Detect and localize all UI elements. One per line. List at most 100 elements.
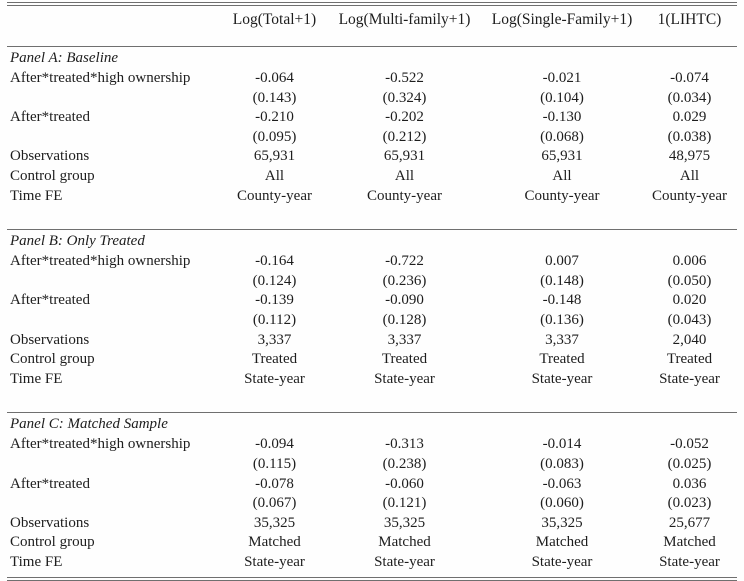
- row-label: Observations: [10, 514, 90, 531]
- cell-value: (0.025): [667, 455, 712, 472]
- cell-value: (0.038): [667, 128, 712, 145]
- cell-value: 3,337: [257, 331, 292, 348]
- cell-value: 65,931: [383, 148, 426, 165]
- table-row: After*treated*high ownership -0.094 -0.313…: [7, 435, 737, 455]
- cell-value: State-year: [659, 553, 720, 570]
- cell-value: Matched: [535, 534, 589, 551]
- cell-value: All: [394, 167, 415, 184]
- row-label: After*treated*high ownership: [10, 70, 191, 86]
- row-label: Control group: [10, 167, 95, 184]
- cell-value: (0.112): [252, 311, 297, 328]
- cell-value: (0.095): [252, 128, 297, 145]
- cell-value: (0.104): [540, 89, 584, 106]
- panel-heading-row: Panel A: Baseline: [7, 47, 737, 70]
- cell-value: -0.139: [255, 292, 294, 309]
- cell-value: State-year: [531, 370, 593, 387]
- cell-value: -0.063: [542, 475, 582, 492]
- table-row: After*treated*high ownership -0.164 -0.722…: [7, 252, 737, 272]
- table-row: Time FE State-year State-year State-year Sta…: [7, 370, 737, 413]
- cell-value: 0.029: [672, 109, 707, 126]
- table-row: Time FE County-year County-year County-year…: [7, 187, 737, 230]
- cell-value: -0.064: [255, 70, 294, 86]
- cell-value: -0.021: [542, 70, 582, 86]
- table-row: Control group Matched Matched Matched Matche…: [7, 533, 737, 553]
- cell-value: -0.164: [255, 253, 294, 270]
- cell-value: (0.128): [382, 311, 427, 328]
- row-label: [7, 311, 222, 331]
- cell-value: State-year: [531, 553, 593, 570]
- panel-c: Panel C: Matched Sample After*treated*hig…: [7, 412, 737, 580]
- cell-value: (0.067): [252, 495, 297, 512]
- cell-value: -0.210: [255, 109, 294, 126]
- row-label: [7, 494, 222, 514]
- table-row: Control group All All All All: [7, 167, 737, 187]
- cell-value: 65,931: [541, 148, 583, 165]
- cell-value: (0.068): [540, 128, 584, 145]
- cell-value: 0.020: [672, 292, 707, 309]
- regression-table: Log(Total+1) Log(Multi-family+1) Log(Sin…: [7, 2, 737, 581]
- cell-value: All: [679, 167, 700, 184]
- panel-title: Panel A: Baseline: [10, 50, 119, 66]
- cell-value: 35,325: [253, 514, 296, 531]
- cell-value: (0.083): [540, 455, 584, 472]
- cell-value: (0.324): [382, 89, 427, 106]
- cell-value: (0.023): [667, 495, 712, 512]
- cell-value: 0.006: [672, 253, 707, 270]
- row-label: Control group: [10, 534, 95, 551]
- row-label: [7, 89, 222, 109]
- cell-value: Matched: [248, 534, 301, 551]
- cell-value: (0.121): [382, 495, 427, 512]
- cell-value: Treated: [666, 351, 713, 368]
- column-header-log-multi-family: Log(Multi-family+1): [338, 11, 471, 28]
- cell-value: (0.148): [540, 272, 584, 289]
- row-label: After*treated*high ownership: [10, 253, 191, 270]
- row-label: Time FE: [10, 187, 63, 204]
- row-label: Time FE: [10, 553, 63, 570]
- header-corner-cell: [7, 4, 222, 47]
- cell-value: County-year: [524, 187, 600, 204]
- cell-value: 3,337: [387, 331, 422, 348]
- cell-value: (0.050): [667, 272, 712, 289]
- table-row: Observations 35,325 35,325 35,325 25,677: [7, 514, 737, 534]
- cell-value: All: [552, 167, 572, 184]
- cell-value: Matched: [663, 534, 716, 551]
- table-row: (0.112) (0.128) (0.136) (0.043): [7, 311, 737, 331]
- cell-value: State-year: [659, 370, 720, 387]
- row-label: Time FE: [10, 370, 63, 387]
- cell-value: Treated: [251, 351, 298, 368]
- cell-value: 25,677: [668, 514, 711, 531]
- table-row: After*treated -0.078 -0.060 -0.063 0.036: [7, 475, 737, 495]
- row-label: After*treated: [10, 292, 90, 309]
- cell-value: -0.130: [542, 109, 582, 126]
- row-label: After*treated*high ownership: [10, 436, 191, 453]
- cell-value: -0.522: [385, 70, 424, 86]
- cell-value: (0.238): [382, 455, 427, 472]
- table-row: Observations 3,337 3,337 3,337 2,040: [7, 331, 737, 351]
- table-row: (0.124) (0.236) (0.148) (0.050): [7, 272, 737, 292]
- cell-value: Treated: [539, 351, 585, 368]
- cell-value: -0.078: [255, 475, 294, 492]
- column-header-lihtc: 1(LIHTC): [657, 11, 722, 28]
- table-row: Observations 65,931 65,931 65,931 48,975: [7, 147, 737, 167]
- table-header: Log(Total+1) Log(Multi-family+1) Log(Sin…: [7, 4, 737, 47]
- cell-value: All: [264, 167, 285, 184]
- panel-b: Panel B: Only Treated After*treated*high …: [7, 229, 737, 413]
- row-label: After*treated: [10, 109, 90, 126]
- cell-value: (0.136): [540, 311, 584, 328]
- table-row: Control group Treated Treated Treated Treate…: [7, 350, 737, 370]
- row-label: Observations: [10, 148, 90, 165]
- row-label: Observations: [10, 331, 90, 348]
- panel-title: Panel B: Only Treated: [10, 233, 145, 250]
- cell-value: 35,325: [541, 514, 583, 531]
- panel-title: Panel C: Matched Sample: [10, 416, 168, 433]
- panel-a: Panel A: Baseline After*treated*high owne…: [7, 46, 737, 230]
- cell-value: (0.034): [667, 89, 712, 106]
- cell-value: County-year: [237, 187, 312, 204]
- table-row: (0.143) (0.324) (0.104) (0.034): [7, 89, 737, 109]
- cell-value: (0.212): [382, 128, 427, 145]
- table-row: (0.115) (0.238) (0.083) (0.025): [7, 455, 737, 475]
- column-header-log-total: Log(Total+1): [232, 11, 317, 28]
- cell-value: 2,040: [672, 331, 707, 348]
- cell-value: 3,337: [545, 331, 579, 348]
